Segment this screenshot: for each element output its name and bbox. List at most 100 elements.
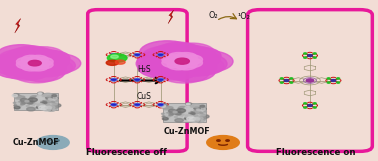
Circle shape xyxy=(0,49,43,69)
Circle shape xyxy=(200,105,205,107)
Circle shape xyxy=(313,57,316,58)
Text: Cu-ZnMOF: Cu-ZnMOF xyxy=(12,138,59,147)
Circle shape xyxy=(5,61,40,76)
Circle shape xyxy=(184,118,189,119)
Circle shape xyxy=(313,53,316,54)
Circle shape xyxy=(195,117,203,120)
Circle shape xyxy=(170,113,173,114)
Circle shape xyxy=(194,115,198,117)
Circle shape xyxy=(115,60,125,64)
Circle shape xyxy=(189,111,191,112)
Circle shape xyxy=(56,100,58,101)
Circle shape xyxy=(20,96,25,98)
Circle shape xyxy=(107,54,127,62)
Circle shape xyxy=(22,100,30,103)
Circle shape xyxy=(163,44,206,62)
Circle shape xyxy=(15,96,22,99)
Circle shape xyxy=(166,112,174,115)
Circle shape xyxy=(176,53,227,75)
Circle shape xyxy=(175,52,197,62)
Circle shape xyxy=(166,114,170,116)
Circle shape xyxy=(16,60,37,69)
Circle shape xyxy=(137,52,181,70)
Circle shape xyxy=(142,46,192,67)
Circle shape xyxy=(200,113,206,116)
Circle shape xyxy=(46,104,50,106)
Circle shape xyxy=(42,95,46,97)
Circle shape xyxy=(161,113,164,114)
Circle shape xyxy=(170,112,175,114)
Circle shape xyxy=(327,82,330,83)
Circle shape xyxy=(169,43,215,62)
Circle shape xyxy=(18,101,25,104)
Circle shape xyxy=(191,118,200,122)
Circle shape xyxy=(112,54,116,56)
Circle shape xyxy=(50,105,57,108)
Circle shape xyxy=(3,60,51,80)
Circle shape xyxy=(163,114,168,116)
Circle shape xyxy=(27,102,33,104)
Circle shape xyxy=(50,101,53,103)
Circle shape xyxy=(22,55,42,64)
Circle shape xyxy=(14,95,21,98)
Circle shape xyxy=(169,114,173,116)
Circle shape xyxy=(19,62,65,82)
Circle shape xyxy=(17,47,56,64)
Circle shape xyxy=(136,52,191,75)
Circle shape xyxy=(14,105,17,106)
Circle shape xyxy=(26,100,34,104)
Circle shape xyxy=(207,136,239,149)
Circle shape xyxy=(53,104,61,107)
Circle shape xyxy=(37,136,69,149)
Circle shape xyxy=(32,103,36,105)
Circle shape xyxy=(36,104,45,108)
Circle shape xyxy=(12,95,17,97)
Circle shape xyxy=(337,82,340,83)
Polygon shape xyxy=(15,19,21,33)
Circle shape xyxy=(54,97,58,99)
Text: Fluorescence off: Fluorescence off xyxy=(86,148,167,157)
Circle shape xyxy=(0,60,39,78)
Circle shape xyxy=(163,107,170,110)
Circle shape xyxy=(163,118,168,120)
Circle shape xyxy=(29,56,75,75)
Circle shape xyxy=(147,58,200,80)
Circle shape xyxy=(27,49,64,65)
Circle shape xyxy=(13,94,19,96)
Circle shape xyxy=(186,103,190,105)
Circle shape xyxy=(185,106,192,110)
Circle shape xyxy=(53,109,55,110)
Polygon shape xyxy=(168,10,174,24)
Text: Fluorescence on: Fluorescence on xyxy=(276,148,355,157)
Circle shape xyxy=(180,57,224,75)
Circle shape xyxy=(187,117,195,121)
Circle shape xyxy=(167,52,190,62)
Circle shape xyxy=(46,140,50,141)
Circle shape xyxy=(158,62,198,79)
Circle shape xyxy=(0,53,34,68)
Circle shape xyxy=(56,140,59,141)
Circle shape xyxy=(280,82,283,83)
Circle shape xyxy=(327,78,330,79)
Circle shape xyxy=(48,98,52,100)
Circle shape xyxy=(189,112,194,114)
Circle shape xyxy=(0,45,46,66)
Text: CuS: CuS xyxy=(136,92,151,101)
Circle shape xyxy=(48,108,56,111)
Circle shape xyxy=(173,111,177,113)
Circle shape xyxy=(168,107,173,109)
Circle shape xyxy=(175,116,177,118)
Circle shape xyxy=(45,106,52,109)
Circle shape xyxy=(13,46,51,62)
FancyBboxPatch shape xyxy=(14,93,58,110)
Circle shape xyxy=(196,119,204,123)
Circle shape xyxy=(180,114,184,116)
Circle shape xyxy=(175,60,197,70)
Circle shape xyxy=(13,64,50,79)
Circle shape xyxy=(47,106,55,109)
Circle shape xyxy=(28,98,37,102)
Circle shape xyxy=(17,57,37,66)
Circle shape xyxy=(186,103,192,105)
Circle shape xyxy=(196,109,200,110)
Circle shape xyxy=(290,82,293,83)
